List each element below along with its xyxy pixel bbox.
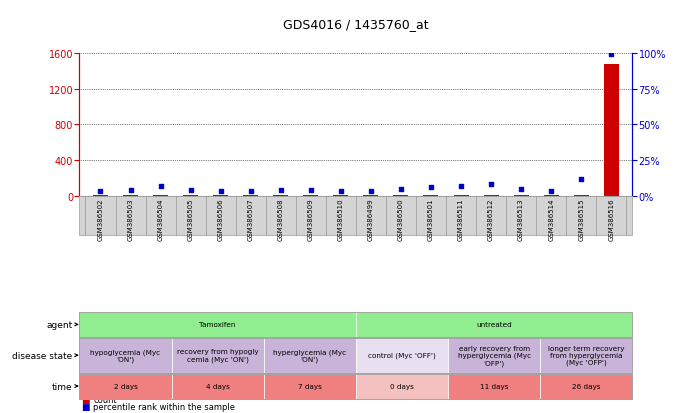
Text: longer term recovery
from hyperglycemia
(Myc 'OFP'): longer term recovery from hyperglycemia … <box>548 345 625 366</box>
Text: GSM386516: GSM386516 <box>608 198 614 241</box>
Text: count: count <box>93 395 117 404</box>
Text: GSM386511: GSM386511 <box>458 198 464 241</box>
Text: 4 days: 4 days <box>206 383 229 389</box>
Point <box>486 181 497 188</box>
Point <box>245 189 256 195</box>
Text: GSM386505: GSM386505 <box>188 198 193 241</box>
Bar <box>363 195 379 196</box>
Text: GSM386502: GSM386502 <box>97 198 104 241</box>
Text: percentile rank within the sample: percentile rank within the sample <box>93 402 235 411</box>
Bar <box>93 195 108 196</box>
Bar <box>424 195 439 196</box>
Point <box>426 184 437 191</box>
Text: agent: agent <box>46 320 73 329</box>
Text: GSM386515: GSM386515 <box>578 198 584 241</box>
Point <box>335 189 346 195</box>
Text: disease state: disease state <box>12 351 73 360</box>
Text: GSM386510: GSM386510 <box>338 198 344 241</box>
Text: GSM386514: GSM386514 <box>548 198 554 241</box>
Text: ■: ■ <box>82 402 90 411</box>
Text: hypoglycemia (Myc
'ON'): hypoglycemia (Myc 'ON') <box>91 349 160 362</box>
Text: early recovery from
hyperglycemia (Myc
'OFP'): early recovery from hyperglycemia (Myc '… <box>457 345 531 366</box>
Text: GSM386506: GSM386506 <box>218 198 224 241</box>
Point <box>305 187 316 194</box>
Bar <box>484 195 499 196</box>
Text: GSM386499: GSM386499 <box>368 198 374 241</box>
Point <box>576 176 587 183</box>
Text: GSM386508: GSM386508 <box>278 198 284 241</box>
Point <box>275 187 286 194</box>
Text: 26 days: 26 days <box>572 383 600 389</box>
Text: GSM386509: GSM386509 <box>307 198 314 241</box>
Text: GSM386501: GSM386501 <box>428 198 434 241</box>
Text: GSM386504: GSM386504 <box>158 198 164 241</box>
Text: hyperglycemia (Myc
'ON'): hyperglycemia (Myc 'ON') <box>273 349 346 362</box>
Point <box>515 186 527 192</box>
Point <box>395 186 406 192</box>
Bar <box>123 195 138 196</box>
Text: ■: ■ <box>82 395 90 404</box>
Text: GSM386507: GSM386507 <box>247 198 254 241</box>
Bar <box>273 195 288 196</box>
Point <box>185 187 196 194</box>
Point <box>155 183 166 190</box>
Bar <box>183 195 198 196</box>
Bar <box>604 64 618 196</box>
Text: control (Myc 'OFF'): control (Myc 'OFF') <box>368 352 436 358</box>
Point <box>95 189 106 195</box>
Bar <box>243 195 258 196</box>
Bar <box>513 195 529 196</box>
Text: GSM386500: GSM386500 <box>398 198 404 241</box>
Bar <box>153 195 168 196</box>
Text: GSM386503: GSM386503 <box>128 198 133 241</box>
Bar <box>333 195 348 196</box>
Point <box>125 187 136 194</box>
Bar <box>303 195 319 196</box>
Point <box>215 189 226 195</box>
Bar <box>544 195 558 196</box>
Text: 7 days: 7 days <box>298 383 322 389</box>
Text: 11 days: 11 days <box>480 383 509 389</box>
Text: GDS4016 / 1435760_at: GDS4016 / 1435760_at <box>283 18 428 31</box>
Text: time: time <box>52 382 73 391</box>
Point <box>366 189 377 195</box>
Point <box>455 183 466 190</box>
Text: recovery from hypogly
cemia (Myc 'ON'): recovery from hypogly cemia (Myc 'ON') <box>177 349 258 362</box>
Text: Tamoxifen: Tamoxifen <box>200 322 236 328</box>
Text: GSM386513: GSM386513 <box>518 198 524 241</box>
Text: GSM386512: GSM386512 <box>488 198 494 241</box>
Point <box>546 189 557 195</box>
Text: 0 days: 0 days <box>390 383 414 389</box>
Point <box>606 52 617 58</box>
Bar <box>393 195 408 196</box>
Text: untreated: untreated <box>476 322 512 328</box>
Text: 2 days: 2 days <box>113 383 138 389</box>
Bar <box>453 195 468 196</box>
